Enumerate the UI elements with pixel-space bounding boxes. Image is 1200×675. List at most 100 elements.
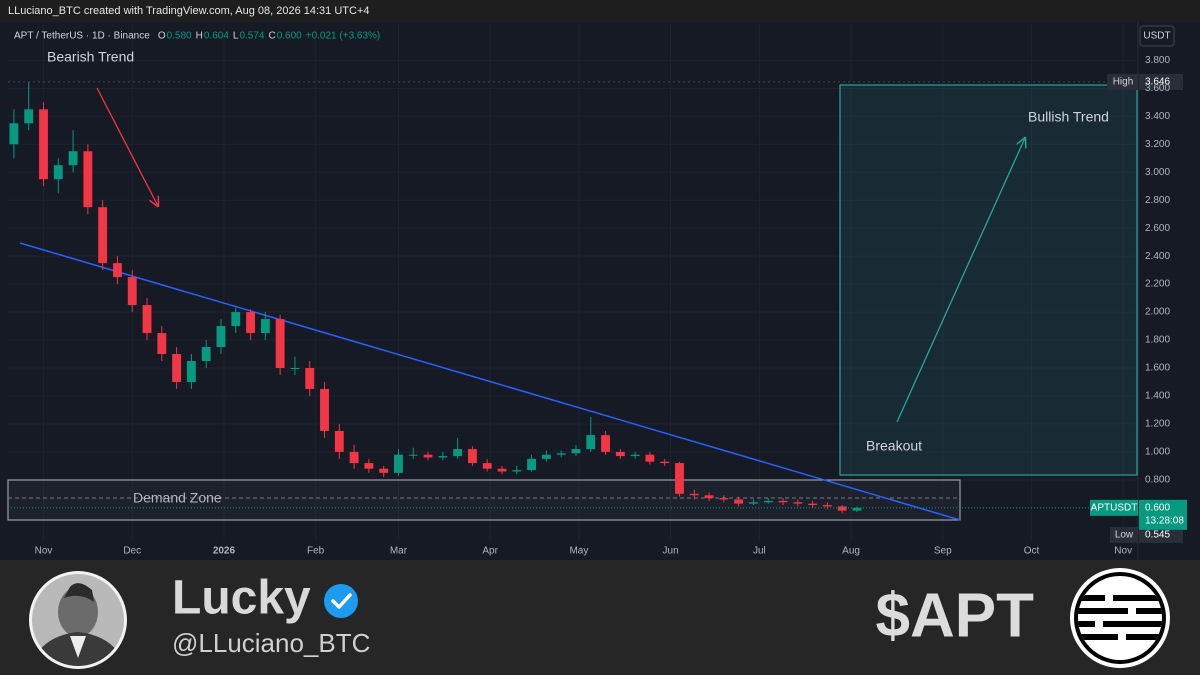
candle-body [216,326,226,348]
candle-body [778,500,788,503]
y-tick-label: 3.800 [1145,55,1170,66]
symbol-title: APT / TetherUS · 1D · Binance [14,31,150,42]
x-tick-label: Jun [663,546,679,557]
y-tick-label: 1.200 [1145,419,1170,430]
y-tick-label: 0.800 [1145,475,1170,486]
y-tick-label: 2.800 [1145,195,1170,206]
y-tick-label: 2.400 [1145,251,1170,262]
candle-body [379,468,389,473]
candle-body [541,454,551,459]
y-tick-label: 3.200 [1145,139,1170,150]
banner [0,560,1200,675]
price-axis [1138,22,1200,560]
candles [9,81,862,514]
candle-body [615,451,625,457]
candle-body [512,470,522,472]
x-tick-label: Apr [482,546,498,557]
x-tick-label: Mar [390,546,408,557]
candle-body [556,453,566,455]
y-tick-label: 1.600 [1145,363,1170,374]
candle-body [68,151,78,166]
bullish-box [839,84,1138,476]
candle-body [837,506,847,511]
y-tick-label: 3.000 [1145,167,1170,178]
trendline [19,242,961,521]
x-tick-label: Dec [123,546,141,557]
low-tag-bg [1110,527,1138,543]
candle-body [630,454,640,457]
ohlc-label: C [268,31,275,42]
candle-body [172,354,182,382]
candle-body [453,449,463,457]
candle-body [113,263,122,278]
candle-body [571,449,581,454]
profile-handle: @LLuciano_BTC [172,628,370,658]
x-tick-label: 2026 [213,546,236,557]
y-tick-label: 3.600 [1145,83,1170,94]
bullish-arrow [896,138,1025,423]
y-tick-label: 2.600 [1145,223,1170,234]
high-value: 3.646 [1145,77,1170,88]
candle-body [527,458,537,471]
y-tick-label: 2.200 [1145,279,1170,290]
candle-body [53,165,63,180]
candle-body [39,109,48,180]
candle-body [497,468,507,472]
header-text: LLuciano_BTC created with TradingView.co… [8,5,370,17]
candle-body [852,507,862,511]
candle-body [675,463,684,494]
ohlc-label: L [233,31,239,42]
price-markers: High 3.646 Low 0.545 APTUSDT 0.600 13:28:08 [8,73,1187,543]
candle-body [305,368,315,389]
candle-body [364,463,374,469]
candle-body [186,361,196,382]
x-tick-label: Nov [1114,546,1132,557]
aptos-logo [1070,568,1170,668]
ohlc-label: O [158,31,166,42]
x-tick-label: May [569,546,588,557]
bearish-arrow [96,87,158,206]
candle-body [275,319,285,368]
candle-body [704,495,714,499]
legend: APT / TetherUS · 1D · Binance O 0.580 H 0.6… [14,31,380,42]
candle-body [98,207,108,264]
candle-body [586,435,596,450]
annotation: Demand Zone [133,490,222,506]
last-price-bg [1139,499,1187,530]
candle-body [763,500,773,503]
candle-body [231,312,241,327]
candle-body [246,312,256,334]
low-value-bg [1139,527,1183,543]
x-tick-label: Nov [35,546,53,557]
low-value: 0.545 [1145,530,1170,541]
countdown: 13:28:08 [1145,515,1184,526]
last-price: 0.600 [1145,502,1170,513]
candle-body [749,502,758,504]
x-tick-label: Feb [307,546,325,557]
currency-label[interactable]: USDT [1143,31,1170,42]
candle-body [394,454,403,473]
high-value-bg [1139,73,1183,90]
candle-body [320,388,329,431]
verified-badge [324,584,358,618]
high-tag-bg [1107,73,1138,90]
x-tick-label: Oct [1024,546,1040,557]
candle-body [423,454,433,458]
currency-button[interactable] [1139,25,1175,47]
candle-body [260,319,270,334]
candle-body [482,463,492,469]
chart-panel [0,22,1200,560]
y-tick-label: 3.400 [1145,111,1170,122]
x-tick-label: Aug [842,546,860,557]
candle-body [290,368,300,369]
candle-body [822,505,832,507]
annotation: Breakout [866,438,922,454]
symbol-tag-bg [1090,499,1138,516]
candle-body [349,451,359,464]
candle-body [408,454,418,456]
candle-body [438,456,448,458]
candle-body [157,333,167,355]
symbol-tag: APTUSDT [1091,502,1138,513]
ticker: $APT [876,581,1035,650]
